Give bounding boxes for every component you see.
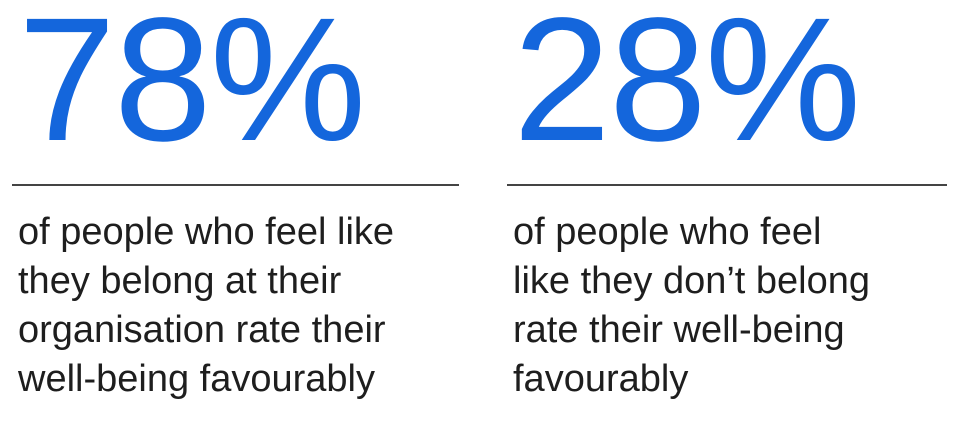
description-line: well-being favourably (18, 358, 375, 400)
description-line: rate their well-being (513, 309, 845, 351)
description-line: they belong at their (18, 260, 342, 302)
description-line: favourably (513, 358, 689, 400)
description-line: of people who feel (513, 211, 822, 253)
stat-value: 28% (513, 0, 861, 178)
description-line: of people who feel like (18, 211, 395, 253)
description-line: like they don’t belong (513, 260, 871, 302)
stat-description: of people who feel like they don’t belon… (513, 208, 870, 404)
divider (507, 184, 947, 186)
stat-block: 78% of people who feel like they belong … (12, 0, 459, 433)
stat-value: 78% (18, 0, 366, 178)
stat-block: 28% of people who feel like they don’t b… (507, 0, 947, 433)
stat-description: of people who feel like they belong at t… (18, 208, 394, 404)
divider (12, 184, 459, 186)
description-line: organisation rate their (18, 309, 386, 351)
